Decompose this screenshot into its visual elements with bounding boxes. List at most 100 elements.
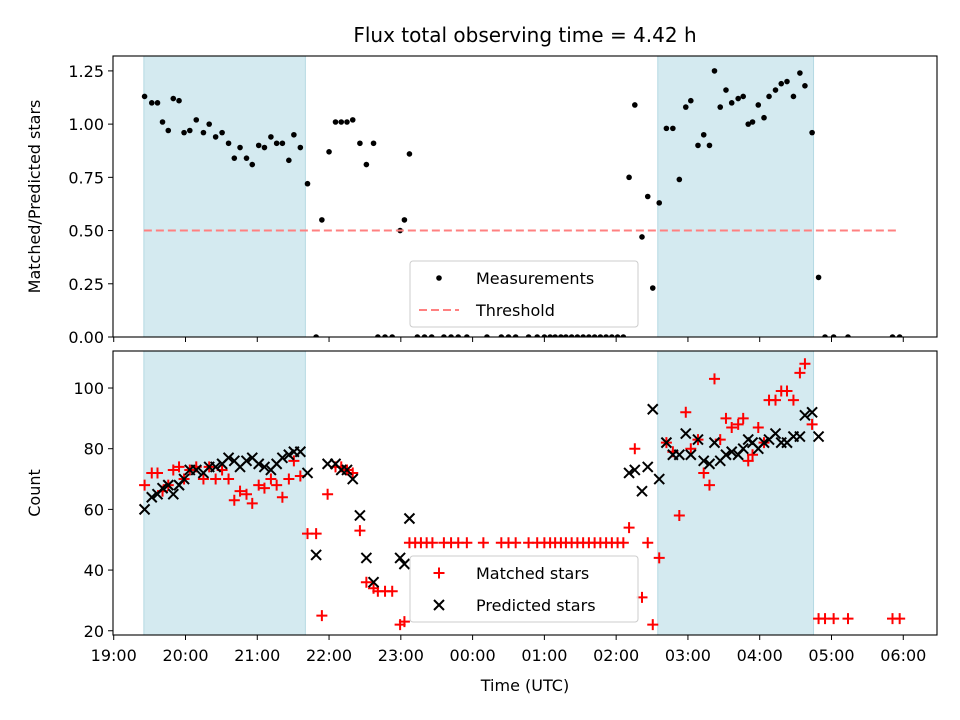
data-point bbox=[745, 121, 752, 127]
data-point bbox=[597, 334, 604, 337]
data-point bbox=[421, 334, 428, 337]
data-point bbox=[790, 93, 797, 100]
data-point bbox=[629, 464, 641, 476]
data-point bbox=[772, 87, 779, 93]
data-point bbox=[629, 443, 641, 455]
data-point bbox=[799, 409, 811, 422]
data-point bbox=[316, 610, 328, 622]
data-point bbox=[154, 100, 161, 106]
data-point bbox=[770, 394, 782, 406]
data-point bbox=[525, 334, 532, 337]
data-point bbox=[620, 334, 627, 337]
data-point bbox=[698, 455, 710, 467]
y-tick-label: 80 bbox=[84, 440, 104, 459]
data-point bbox=[784, 78, 790, 85]
data-point bbox=[354, 509, 366, 522]
data-point bbox=[363, 161, 370, 168]
data-point bbox=[441, 334, 447, 337]
data-point bbox=[370, 140, 377, 147]
plot-panels: 0.00 0.25 0.50 0.75 1.00 1.25 Matched/Predicte… bbox=[25, 55, 938, 665]
data-point bbox=[706, 142, 713, 149]
panel-2: 20 40 60 80 100 19:00 20:00 21:00 22:00 23:00 00:0… bbox=[25, 350, 938, 665]
data-point bbox=[332, 119, 339, 125]
data-point bbox=[708, 436, 721, 449]
data-point bbox=[692, 433, 704, 446]
x-tick-label: 04:00 bbox=[737, 646, 783, 665]
data-point bbox=[288, 455, 300, 467]
data-point bbox=[173, 461, 185, 473]
data-point bbox=[688, 97, 694, 104]
data-point bbox=[806, 406, 818, 418]
data-point bbox=[375, 334, 381, 337]
data-point bbox=[639, 234, 645, 240]
data-point bbox=[222, 452, 235, 464]
data-point bbox=[271, 479, 283, 491]
data-point bbox=[778, 80, 785, 87]
data-point bbox=[812, 430, 825, 443]
data-point bbox=[781, 385, 793, 397]
data-point bbox=[735, 95, 741, 102]
data-point bbox=[747, 449, 759, 461]
data-point bbox=[806, 418, 818, 430]
data-point bbox=[461, 537, 473, 549]
data-point bbox=[181, 129, 187, 136]
data-point bbox=[766, 93, 772, 100]
data-point bbox=[896, 334, 903, 337]
data-point bbox=[206, 121, 212, 127]
axes-frame bbox=[112, 55, 938, 338]
data-point bbox=[152, 467, 164, 479]
data-point bbox=[700, 131, 707, 138]
data-point bbox=[448, 334, 454, 337]
x-tick-label: 02:00 bbox=[593, 646, 639, 665]
data-point bbox=[386, 585, 398, 597]
legend-marker bbox=[433, 567, 445, 579]
x-tick-label: 23:00 bbox=[378, 646, 424, 665]
data-point bbox=[761, 114, 767, 121]
data-point bbox=[253, 479, 265, 491]
data-point bbox=[711, 68, 718, 74]
data-point bbox=[568, 334, 575, 337]
y-tick-label: 0.75 bbox=[68, 168, 104, 187]
observing-window-1 bbox=[143, 350, 306, 636]
series-measurements bbox=[141, 68, 903, 337]
data-point bbox=[212, 134, 219, 140]
x-tick-label: 06:00 bbox=[880, 646, 926, 665]
data-point bbox=[338, 119, 345, 125]
data-point bbox=[398, 616, 410, 628]
data-point bbox=[159, 119, 166, 125]
data-point bbox=[708, 373, 720, 385]
data-point bbox=[406, 151, 413, 157]
data-point bbox=[794, 367, 806, 379]
data-point bbox=[455, 334, 462, 337]
x-tick-label: 03:00 bbox=[665, 646, 711, 665]
data-point bbox=[752, 421, 764, 433]
data-point bbox=[223, 473, 235, 485]
data-point bbox=[261, 144, 268, 151]
y-tick-label: 0.50 bbox=[68, 222, 104, 241]
data-point bbox=[787, 394, 799, 406]
data-point bbox=[636, 485, 648, 497]
data-point bbox=[367, 576, 380, 588]
data-point bbox=[398, 558, 411, 570]
data-point bbox=[273, 140, 280, 147]
data-point bbox=[769, 427, 782, 440]
data-point bbox=[464, 334, 470, 337]
legend-label: Measurements bbox=[476, 269, 594, 288]
y-axis-label: Count bbox=[25, 469, 44, 517]
data-point bbox=[617, 537, 629, 549]
observing-window-2 bbox=[657, 55, 815, 338]
data-point bbox=[193, 117, 200, 123]
data-point bbox=[720, 449, 732, 461]
data-point bbox=[354, 525, 366, 537]
data-point bbox=[258, 461, 271, 473]
data-point bbox=[809, 129, 815, 136]
data-point bbox=[552, 334, 558, 337]
legend-label: Threshold bbox=[475, 301, 555, 320]
data-point bbox=[797, 70, 803, 76]
data-point bbox=[574, 334, 581, 337]
data-point bbox=[394, 552, 406, 564]
data-point bbox=[547, 334, 553, 337]
data-point bbox=[294, 446, 307, 458]
data-point bbox=[190, 464, 202, 476]
data-point bbox=[249, 161, 256, 168]
